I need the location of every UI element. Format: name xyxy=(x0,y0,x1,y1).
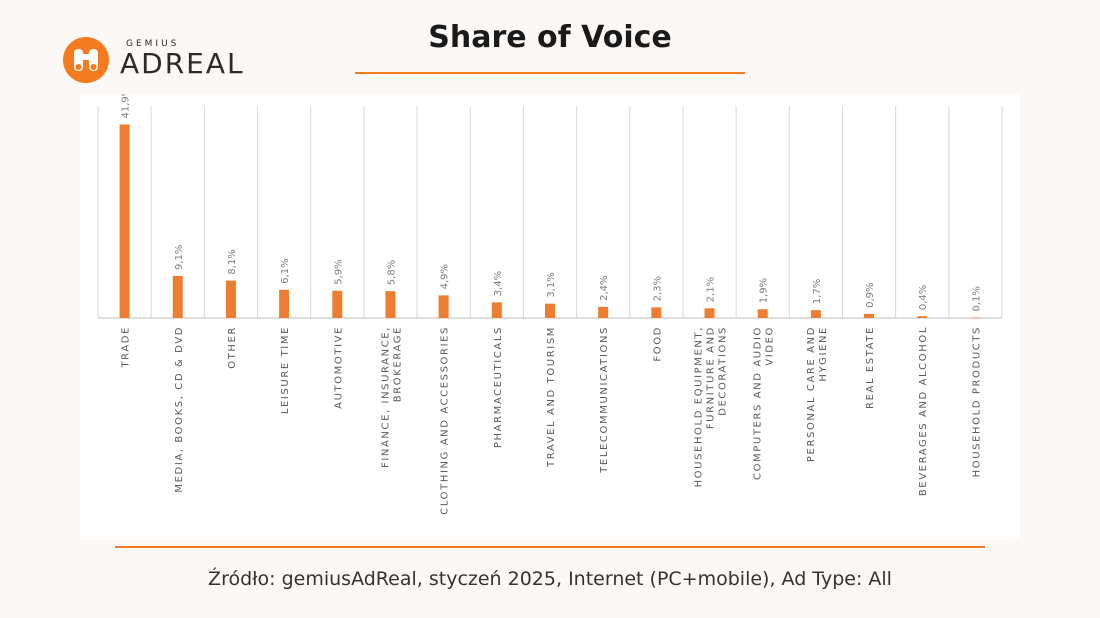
category-label-2: OTHER xyxy=(227,326,238,369)
bar-9 xyxy=(598,306,609,318)
category-label-12-line-1: VIDEO xyxy=(765,326,776,366)
logo-main-text: ADREAL xyxy=(120,47,245,80)
category-label-5-line-1: BROKERAGE xyxy=(392,326,403,402)
category-label-16: HOUSEHOLD PRODUCTS xyxy=(971,326,982,477)
category-label-0: TRADE xyxy=(121,326,132,369)
value-label-0: 41,9% xyxy=(121,94,132,118)
logo-sup-text: GEMIUS xyxy=(126,39,180,49)
bar-16 xyxy=(970,317,981,319)
page-title: Share of Voice xyxy=(428,20,672,55)
category-label-12-line-0: COMPUTERS AND AUDIO xyxy=(753,326,764,480)
gemius-adreal-logo: GEMIUS ADREAL xyxy=(62,36,252,86)
value-label-1: 9,1% xyxy=(174,245,185,270)
bar-5 xyxy=(385,291,396,318)
value-label-9: 2,4% xyxy=(599,276,610,301)
bar-12 xyxy=(757,309,768,318)
category-label-3: LEISURE TIME xyxy=(280,326,291,414)
value-label-15: 0,4% xyxy=(918,285,929,310)
value-label-13: 1,7% xyxy=(812,279,823,304)
value-label-12: 1,9% xyxy=(759,278,770,303)
category-label-13-line-1: HYGIENE xyxy=(818,326,829,382)
source-note: Źródło: gemiusAdReal, styczeń 2025, Inte… xyxy=(208,568,892,590)
binoculars-icon xyxy=(63,37,109,83)
value-label-14: 0,9% xyxy=(865,282,876,307)
category-label-8: TRAVEL AND TOURISM xyxy=(546,326,557,468)
category-label-1: MEDIA, BOOKS, CD & DVD xyxy=(174,326,185,493)
category-label-9: TELECOMMUNICATIONS xyxy=(599,326,610,474)
bar-3 xyxy=(279,289,290,318)
value-label-7: 3,4% xyxy=(493,271,504,296)
value-label-4: 5,9% xyxy=(333,259,344,284)
bar-11 xyxy=(704,308,715,318)
category-label-4: AUTOMOTIVE xyxy=(333,326,344,409)
value-label-5: 5,8% xyxy=(386,260,397,285)
category-label-15: BEVERAGES AND ALCOHOL xyxy=(918,326,929,496)
value-label-3: 6,1% xyxy=(280,258,291,283)
bar-chart: 41,9% TRADE 9,1% MEDIA, BOOKS, CD & DVD 8,1%… xyxy=(97,94,1003,515)
bar-6 xyxy=(438,295,449,318)
category-label-11-line-2: DECORATIONS xyxy=(718,326,729,416)
category-label-7: PHARMACEUTICALS xyxy=(493,326,504,448)
value-label-11: 2,1% xyxy=(706,277,717,302)
bar-10 xyxy=(651,307,662,318)
value-label-10: 2,3% xyxy=(652,276,663,301)
category-label-11-line-0: HOUSEHOLD EQUIPMENT, xyxy=(694,326,705,487)
bar-13 xyxy=(810,310,821,318)
bar-0 xyxy=(119,124,130,318)
category-label-11-line-1: FURNITURE AND xyxy=(706,326,717,429)
category-label-10: FOOD xyxy=(652,326,663,362)
category-label-14: REAL ESTATE xyxy=(865,326,876,409)
footer-divider xyxy=(115,546,985,548)
bar-14 xyxy=(864,313,875,318)
bar-15 xyxy=(917,316,928,318)
value-label-6: 4,9% xyxy=(440,264,451,289)
bar-4 xyxy=(332,290,343,318)
value-label-8: 3,1% xyxy=(546,272,557,297)
title-underline xyxy=(355,72,745,74)
bar-7 xyxy=(491,302,502,318)
bar-1 xyxy=(172,275,183,318)
category-label-5-line-0: FINANCE, INSURANCE, xyxy=(380,326,391,468)
category-label-13-line-0: PERSONAL CARE AND xyxy=(806,326,817,462)
category-label-6: CLOTHING AND ACCESSORIES xyxy=(440,326,451,515)
bar-2 xyxy=(225,280,236,318)
bar-8 xyxy=(545,303,555,318)
value-label-16: 0,1% xyxy=(971,286,982,311)
chart-panel: 41,9% TRADE 9,1% MEDIA, BOOKS, CD & DVD 8,1%… xyxy=(80,94,1020,540)
value-label-2: 8,1% xyxy=(227,249,238,274)
